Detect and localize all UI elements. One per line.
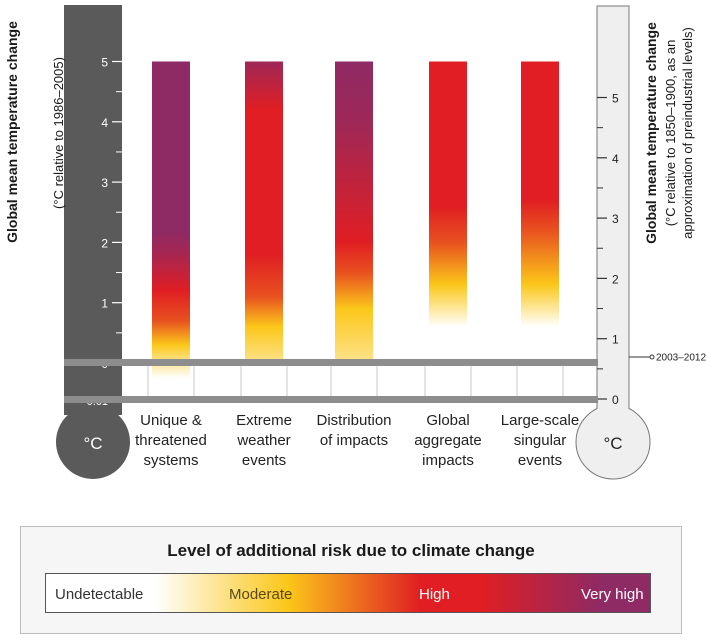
category-label: Extreme weather events (236, 412, 292, 469)
left-axis-subtitle: (°C relative to 1986–2005) (51, 57, 66, 209)
legend-title: Level of additional risk due to climate … (167, 541, 535, 560)
legend-color-bar (45, 573, 651, 613)
legend-label-high: High (419, 586, 450, 603)
right-axis-title: Global mean temperature change (643, 22, 659, 244)
marker-label: 2003–2012 (656, 352, 706, 363)
risk-bar (429, 61, 467, 327)
legend-label-moderate: Moderate (229, 586, 293, 603)
right-tick-label: 0 (612, 393, 619, 407)
risk-legend: Level of additional risk due to climate … (20, 526, 682, 634)
risk-bars (152, 61, 559, 379)
right-tick-label: 4 (612, 152, 619, 166)
right-thermometer-tube (596, 5, 630, 417)
legend-label-undetectable: Undetectable (55, 586, 144, 603)
right-tick-label: 2 (612, 272, 619, 286)
right-tick-label: 1 (612, 333, 619, 347)
right-axis-subtitle-2: approximation of preindustrial levels) (680, 27, 695, 239)
category-label: Global aggregate impacts (414, 412, 482, 469)
category-label: Unique & threatened systems (135, 412, 207, 469)
left-tick-label: 4 (101, 116, 108, 130)
left-tick-label: 2 (101, 236, 108, 250)
chart-foreground: Unique & threatened systems Extreme weather e… (4, 21, 695, 469)
left-thermometer-tube (64, 5, 122, 415)
risk-bar (152, 61, 190, 379)
left-thermometer-bulb (56, 405, 130, 479)
right-tick-label: 5 (612, 92, 619, 106)
legend-label-very-high: Very high (581, 586, 644, 603)
left-axis-title: Global mean temperature change (4, 21, 20, 243)
right-tick-label: 3 (612, 212, 619, 226)
category-label: Large-scale singular events (501, 412, 579, 469)
zero-line-band (64, 359, 598, 366)
left-tick-label: 3 (101, 176, 108, 190)
left-tick-label: 5 (101, 56, 108, 70)
category-label: Distribution of impacts (316, 412, 391, 449)
left-tick-label: 1 (101, 297, 108, 311)
right-axis-subtitle-1: (°C relative to 1850–1900, as an (663, 40, 678, 227)
right-tube-join (597, 400, 629, 420)
risk-bar (245, 61, 283, 363)
marker-dot (649, 354, 655, 360)
left-bulb-unit: °C (83, 434, 102, 453)
baseline-band (64, 396, 598, 403)
risk-bar (335, 61, 373, 363)
risk-bar (521, 61, 559, 327)
right-bulb-unit: °C (603, 434, 622, 453)
